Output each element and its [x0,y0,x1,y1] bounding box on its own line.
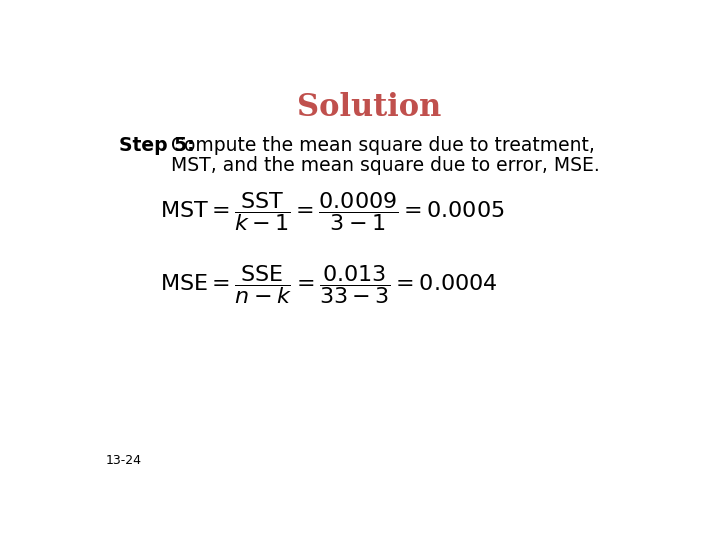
Text: Solution: Solution [297,92,441,123]
Text: Compute the mean square due to treatment,: Compute the mean square due to treatment… [171,136,595,154]
Text: Step 5:: Step 5: [120,136,195,154]
Text: $\mathrm{MSE} = \dfrac{\mathrm{SSE}}{n-k} = \dfrac{0.013}{33-3} = 0.0004$: $\mathrm{MSE} = \dfrac{\mathrm{SSE}}{n-k… [160,263,498,306]
Text: MST, and the mean square due to error, MSE.: MST, and the mean square due to error, M… [171,156,600,174]
Text: 13-24: 13-24 [106,454,142,467]
Text: $\mathrm{MST} = \dfrac{\mathrm{SST}}{k-1} = \dfrac{0.0009}{3-1} = 0.0005$: $\mathrm{MST} = \dfrac{\mathrm{SST}}{k-1… [160,190,504,233]
